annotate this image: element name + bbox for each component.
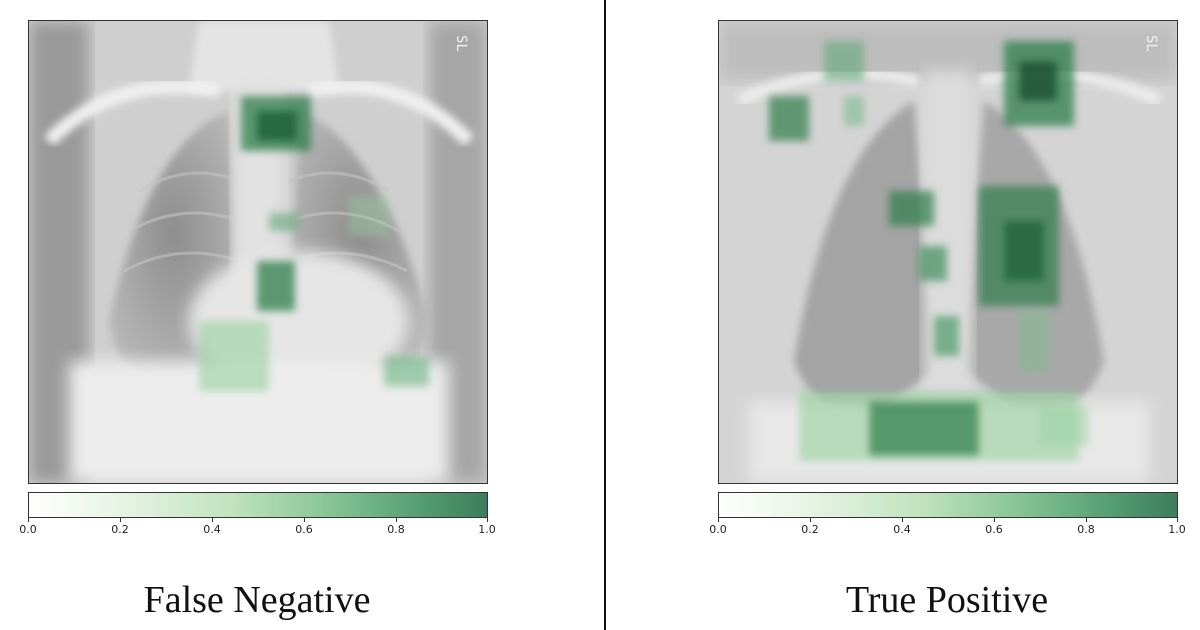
true-positive-panel: SL 0.0 0.2 0.4 0.6 0.8 1.0 True Positive bbox=[709, 0, 1200, 630]
tick-label: 0.6 bbox=[985, 523, 1003, 536]
tick-label: 1.0 bbox=[1168, 523, 1186, 536]
tick-label: 0.4 bbox=[203, 523, 221, 536]
colorbar-ticks: 0.0 0.2 0.4 0.6 0.8 1.0 bbox=[709, 518, 1186, 538]
tick-label: 0.0 bbox=[709, 523, 727, 536]
tick-label: 0.8 bbox=[1077, 523, 1095, 536]
tick-label: 0.2 bbox=[111, 523, 129, 536]
colorbar-ticks: 0.0 0.2 0.4 0.6 0.8 1.0 bbox=[19, 518, 496, 538]
tick-label: 0.0 bbox=[19, 523, 37, 536]
chest-xray-image: SL bbox=[718, 20, 1178, 484]
laterality-marker: SL bbox=[453, 35, 469, 52]
colorbar bbox=[28, 492, 488, 518]
tick-label: 0.2 bbox=[801, 523, 819, 536]
tick-label: 0.8 bbox=[387, 523, 405, 536]
colorbar bbox=[718, 492, 1178, 518]
panel-caption: True Positive bbox=[845, 579, 1049, 621]
panel-divider bbox=[604, 0, 606, 630]
chest-xray-image: SL bbox=[28, 20, 488, 484]
panel-caption: False Negative bbox=[143, 579, 371, 621]
laterality-marker: SL bbox=[1143, 35, 1159, 52]
tick-label: 0.4 bbox=[893, 523, 911, 536]
tick-label: 1.0 bbox=[478, 523, 496, 536]
tick-label: 0.6 bbox=[295, 523, 313, 536]
false-negative-panel: SL 0.0 0.2 0.4 0.6 0.8 1.0 False Negativ… bbox=[19, 0, 584, 630]
